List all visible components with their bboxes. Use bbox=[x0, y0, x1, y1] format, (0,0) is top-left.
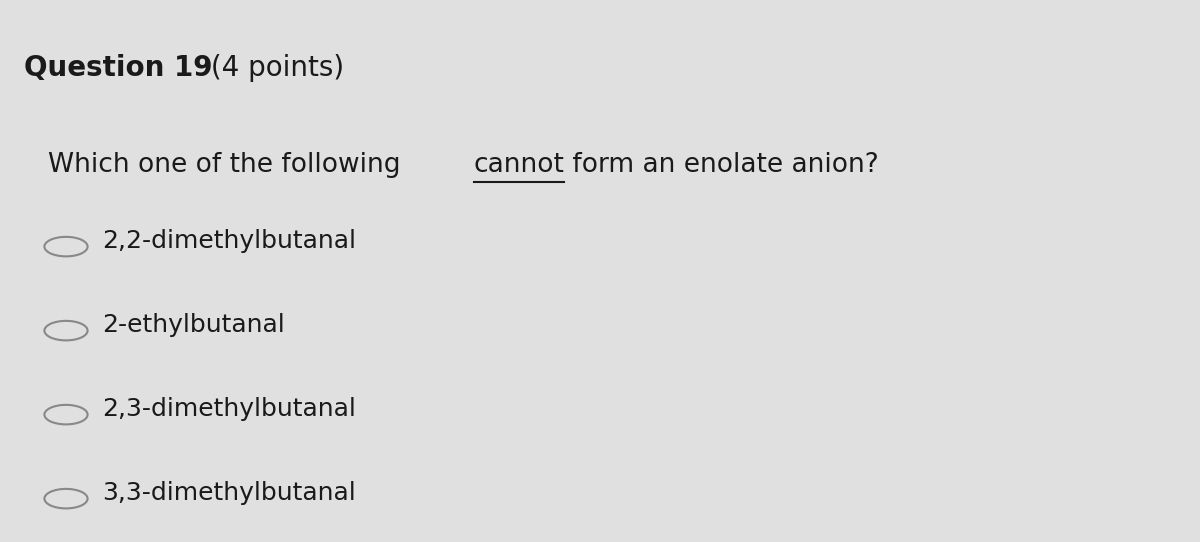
Text: Which one of the following: Which one of the following bbox=[48, 152, 409, 178]
Text: 2,3-dimethylbutanal: 2,3-dimethylbutanal bbox=[102, 397, 356, 421]
Circle shape bbox=[44, 237, 88, 256]
Text: Question 19: Question 19 bbox=[24, 54, 212, 82]
Text: 2-ethylbutanal: 2-ethylbutanal bbox=[102, 313, 284, 337]
Text: 3,3-dimethylbutanal: 3,3-dimethylbutanal bbox=[102, 481, 355, 505]
Text: form an enolate anion?: form an enolate anion? bbox=[564, 152, 878, 178]
Circle shape bbox=[44, 405, 88, 424]
Circle shape bbox=[44, 489, 88, 508]
Circle shape bbox=[44, 321, 88, 340]
Text: (4 points): (4 points) bbox=[202, 54, 343, 82]
Text: 2,2-dimethylbutanal: 2,2-dimethylbutanal bbox=[102, 229, 356, 253]
Text: cannot: cannot bbox=[474, 152, 565, 178]
